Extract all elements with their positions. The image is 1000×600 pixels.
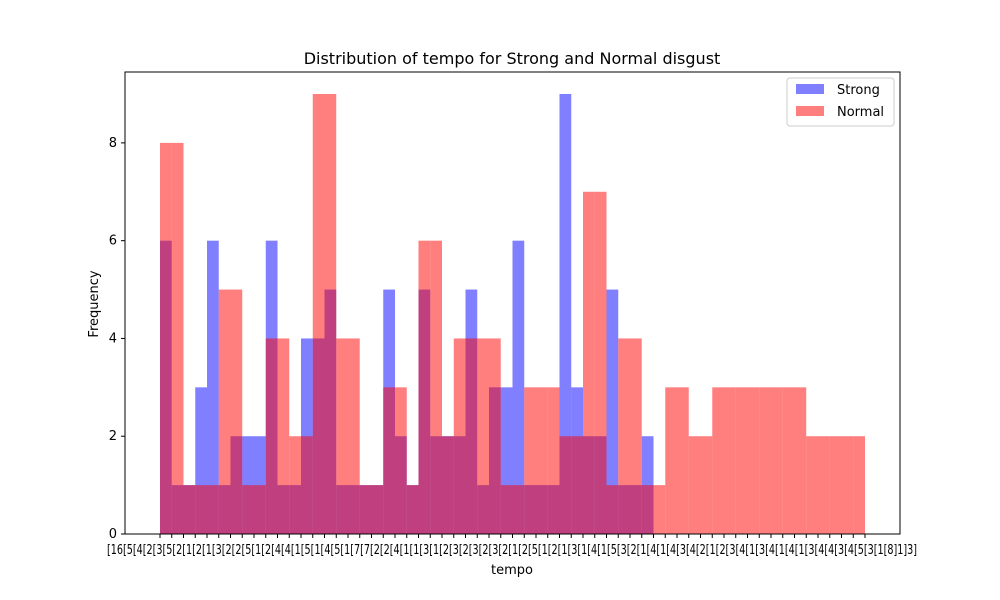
chart-title: Distribution of tempo for Strong and Nor…	[304, 49, 721, 68]
bar-normal	[195, 485, 207, 534]
bar-normal	[336, 338, 348, 534]
legend-swatch-normal	[796, 106, 824, 116]
bar-normal	[829, 436, 842, 534]
bar-strong	[512, 240, 525, 534]
bar-normal	[500, 485, 513, 534]
bar-normal	[583, 191, 595, 534]
x-axis-label: tempo	[491, 563, 533, 578]
bar-normal	[442, 436, 454, 534]
bar-strong	[500, 387, 513, 534]
bar-normal	[735, 387, 748, 534]
y-tick-label: 8	[109, 136, 117, 151]
bar-strong	[606, 289, 619, 534]
bar-normal	[630, 338, 642, 534]
bar-normal	[395, 387, 407, 534]
bar-normal	[782, 387, 795, 534]
bar-normal	[265, 338, 278, 534]
bar-normal	[818, 436, 830, 534]
axes: 0 2 4 6 8	[109, 71, 901, 542]
bar-normal	[324, 94, 337, 534]
bar-normal	[418, 240, 431, 534]
bar-strong	[559, 94, 572, 534]
bar-normal	[207, 485, 219, 534]
bar-normal	[477, 338, 489, 534]
bar-normal	[406, 485, 419, 534]
bar-normal	[700, 436, 713, 534]
bar-normal	[289, 436, 301, 534]
bar-normal	[606, 485, 619, 534]
bar-normal	[465, 338, 478, 534]
legend: Strong Normal	[786, 77, 895, 127]
bar-normal	[371, 485, 384, 534]
y-tick-label: 0	[109, 527, 117, 542]
bar-normal	[512, 485, 525, 534]
bar-normal	[747, 387, 760, 534]
bar-normal	[301, 436, 313, 534]
bar-normal	[841, 436, 854, 534]
bar-strong	[207, 240, 219, 534]
bar-normal	[677, 387, 689, 534]
bar-normal	[759, 387, 771, 534]
bar-normal	[348, 338, 360, 534]
bar-normal	[171, 142, 184, 534]
y-tick-label: 6	[109, 234, 117, 249]
bar-normal	[430, 240, 442, 534]
bar-normal	[160, 142, 172, 534]
bar-strong	[195, 387, 207, 534]
bar-normal	[242, 485, 254, 534]
bar-normal	[359, 485, 372, 534]
legend-label-strong: Strong	[837, 83, 880, 98]
bar-normal	[453, 338, 466, 534]
bar-normal	[688, 436, 701, 534]
bar-normal	[853, 436, 865, 534]
bar-normal	[571, 436, 583, 534]
bar-normal	[618, 338, 630, 534]
bar-normal	[524, 387, 536, 534]
bar-normal	[383, 387, 395, 534]
bar-normal	[277, 338, 290, 534]
bar-normal	[254, 485, 266, 534]
bar-normal	[218, 289, 231, 534]
bar-normal	[712, 387, 724, 534]
legend-swatch-strong	[796, 84, 824, 94]
legend-label-normal: Normal	[837, 105, 884, 120]
x-tick-labels: [16[5[4[2[3[5[2[1[2[1[3[2[2[5[1[2[4[4[1[…	[107, 543, 917, 558]
bar-normal	[536, 387, 548, 534]
y-axis-label: Frequency	[87, 270, 102, 337]
y-tick-label: 4	[109, 331, 117, 346]
bar-normal	[724, 387, 736, 534]
bar-normal	[547, 387, 560, 534]
plot-area	[160, 94, 865, 534]
bar-normal	[794, 387, 807, 534]
bar-normal	[806, 436, 818, 534]
bar-normal	[771, 387, 783, 534]
bar-normal	[489, 338, 501, 534]
bar-normal	[653, 485, 666, 534]
bar-normal	[559, 436, 572, 534]
bar-normal	[641, 485, 654, 534]
bar-normal	[594, 191, 607, 534]
bar-normal	[312, 94, 325, 534]
y-tick-label: 2	[109, 429, 117, 444]
bar-normal	[230, 289, 243, 534]
bar-normal	[183, 485, 196, 534]
bar-normal	[665, 387, 677, 534]
